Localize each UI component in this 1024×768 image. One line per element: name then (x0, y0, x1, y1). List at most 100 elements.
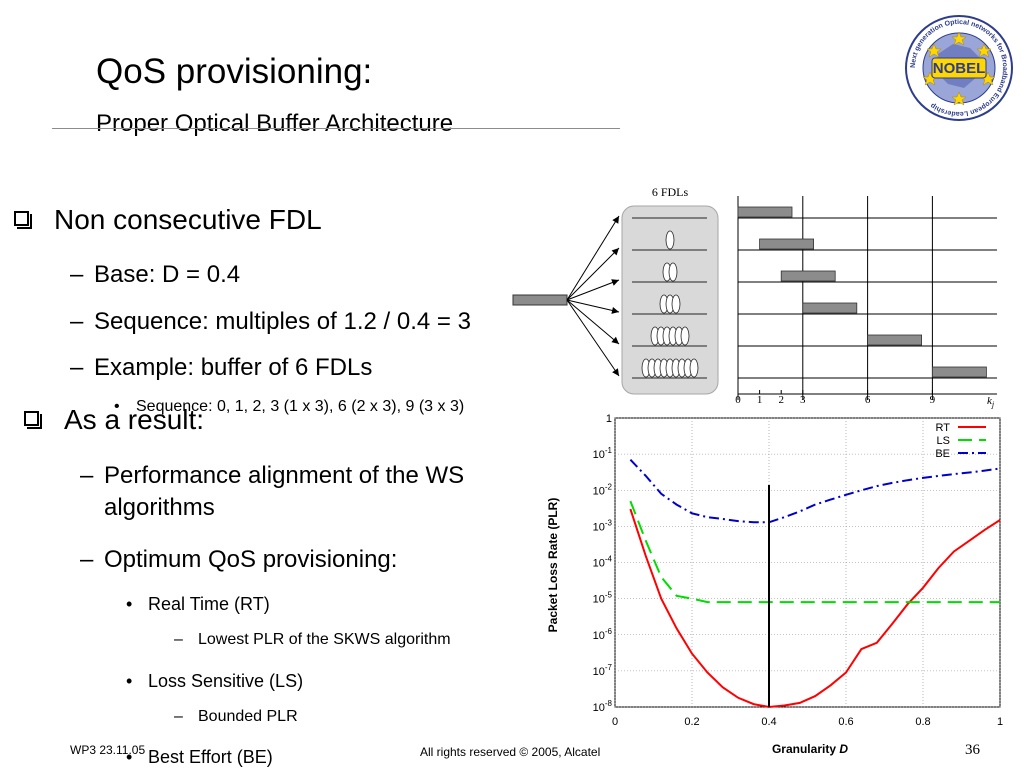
bullet-optimum-qos: Optimum QoS provisioning: (104, 546, 398, 573)
bullet-non-consecutive-fdl: Non consecutive FDL (54, 204, 322, 235)
legend-label-rt: RT (936, 422, 951, 434)
bullet-base: Base: D = 0.4 (94, 261, 241, 288)
dot-icon: • (126, 671, 133, 691)
bullet-performance-alignment: Performance alignment of the WS (104, 462, 465, 489)
delay-tick-label: 0 (735, 394, 741, 406)
x-tick-label: 0 (612, 716, 618, 728)
diagram-title: 6 FDLs (652, 185, 689, 199)
bullet-ls-sub: Bounded PLR (198, 708, 298, 725)
legend-label-ls: LS (937, 435, 950, 447)
dash-icon: – (174, 631, 183, 648)
bullet-rt-sub: Lowest PLR of the SKWS algorithm (198, 631, 451, 648)
bullet-ls: Loss Sensitive (LS) (148, 671, 304, 691)
title-divider (52, 128, 620, 129)
slide-title: QoS provisioning: (96, 52, 373, 91)
bullet-be: Best Effort (BE) (148, 747, 273, 767)
arrow-head-icon (611, 336, 619, 344)
legend-label-be: BE (935, 448, 950, 460)
y-tick-label: 1 (606, 413, 612, 425)
y-tick-label: 10-1 (593, 446, 613, 461)
arrow-head-icon (611, 248, 619, 256)
bullet-sequence: Sequence: multiples of 1.2 / 0.4 = 3 (94, 308, 471, 335)
dash-icon: – (174, 708, 183, 725)
delayed-packet (780, 270, 836, 282)
series-line-rt (629, 508, 1001, 709)
y-tick-labels: 1 10-1 10-2 10-3 10-4 10-5 10-6 10-7 10-8 (593, 413, 613, 714)
bullet-example: Example: buffer of 6 FDLs (94, 354, 373, 381)
dash-icon: – (70, 261, 84, 288)
logo-word: NOBEL (933, 60, 986, 77)
dot-icon: • (126, 594, 133, 614)
arrow-head-icon (611, 279, 619, 286)
dot-icon: • (126, 747, 133, 767)
chart-series (629, 459, 1001, 709)
delay-tick-label: 3 (800, 394, 806, 406)
y-tick-label: 10-7 (593, 663, 613, 678)
nobel-logo: NOBEL Next generation Optical networks f… (905, 15, 1013, 121)
fdl-arrow (566, 299, 620, 345)
delay-tick-label: 9 (930, 394, 936, 406)
delay-tick-label: 2 (778, 394, 784, 406)
fdl-loop-icon (665, 230, 675, 250)
fdl-rows (632, 217, 707, 379)
y-tick-label: 10-2 (593, 482, 613, 497)
delay-tick-label: 1 (757, 394, 763, 406)
x-axis-label: Granularity D (772, 742, 848, 756)
x-tick-label: 1 (997, 716, 1003, 728)
fdl-diagram: 6 FDLs 0 1 2 3 6 9 kj (512, 185, 997, 409)
x-tick-label: 0.6 (838, 716, 853, 728)
series-line-be (629, 459, 1001, 524)
x-tick-label: 0.2 (684, 716, 699, 728)
dash-icon: – (80, 546, 94, 573)
dash-icon: – (70, 354, 84, 381)
y-tick-label: 10-6 (593, 627, 613, 642)
fdl-loop-icon (668, 262, 678, 282)
bullet-square-icon (24, 411, 42, 431)
fdl-arrows (566, 215, 620, 377)
arrow-head-icon (611, 307, 619, 314)
y-tick-label: 10-5 (593, 591, 613, 606)
x-tick-labels: 0 0.2 0.4 0.6 0.8 1 (612, 716, 1003, 728)
arrow-head-icon (612, 368, 619, 376)
delayed-packet (759, 238, 815, 250)
series-line-ls (629, 500, 1000, 604)
page-number: 36 (965, 742, 980, 758)
fdl-loop-icon (671, 294, 681, 314)
delayed-packet (867, 334, 923, 346)
dot-icon: • (114, 398, 120, 415)
y-tick-label: 10-3 (593, 518, 613, 533)
y-tick-label: 10-4 (593, 555, 613, 570)
x-tick-label: 0.4 (761, 716, 776, 728)
fdl-arrow (566, 215, 620, 301)
plr-chart: 1 10-1 10-2 10-3 10-4 10-5 10-6 10-7 10-8 0 0.2 0.… (546, 413, 1003, 756)
bullet-fdl-sequence: Sequence: 0, 1, 2, 3 (1 x 3), 6 (2 x 3),… (136, 398, 465, 415)
x-tick-label: 0.8 (915, 716, 930, 728)
delayed-packet (931, 366, 987, 378)
delay-axis-label: kj (987, 395, 995, 409)
chart-grid (614, 417, 1001, 708)
input-packet (512, 294, 568, 306)
bullet-performance-alignment-cont: algorithms (104, 494, 215, 521)
fdl-arrow (566, 299, 620, 377)
delay-grid: 0 1 2 3 6 9 (735, 196, 997, 406)
fdl-arrow (566, 247, 620, 301)
arrow-head-icon (612, 216, 619, 224)
fdl-loop-icon (689, 358, 699, 378)
footer-copyright: All rights reserved © 2005, Alcatel (420, 745, 601, 759)
delayed-packet (737, 206, 793, 218)
fdl-loop-icon (680, 326, 690, 346)
bullet-rt: Real Time (RT) (148, 594, 270, 614)
footer-left: WP3 23.11.05 (70, 743, 146, 757)
fdl-arrow (566, 279, 620, 301)
y-axis-label: Packet Loss Rate (PLR) (546, 498, 560, 633)
dash-icon: – (70, 308, 84, 335)
bullet-square-icon (14, 211, 32, 231)
fdl-arrow (566, 299, 620, 313)
bullet-as-a-result: As a result: (64, 404, 205, 435)
slide-subtitle: Proper Optical Buffer Architecture (96, 110, 454, 137)
delayed-packet (802, 302, 858, 314)
delay-tick-label: 6 (865, 394, 871, 406)
y-tick-label: 10-8 (593, 699, 613, 714)
dash-icon: – (80, 462, 94, 489)
